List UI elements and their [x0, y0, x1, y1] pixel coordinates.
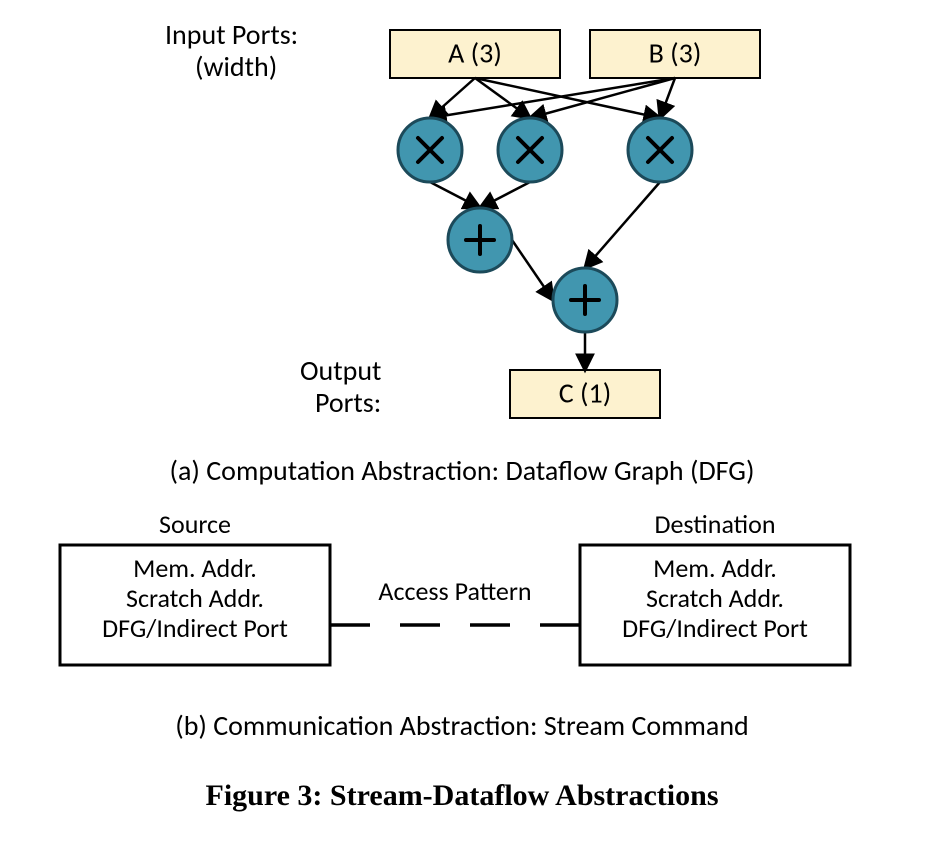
port-b: B (3) — [590, 30, 760, 78]
dfg-edge — [430, 182, 480, 208]
dfg-edge — [512, 240, 553, 300]
dest-line-2: Scratch Addr. — [646, 582, 784, 614]
port-a: A (3) — [390, 30, 560, 78]
source-line-2: Scratch Addr. — [126, 582, 264, 614]
dfg-edge — [480, 182, 530, 208]
mul-node-3 — [628, 118, 692, 182]
input-ports-label-1: Input Ports: — [165, 17, 298, 52]
port-b-label: B (3) — [649, 36, 702, 71]
dfg-diagram: Input Ports: (width) Output Ports: A (3)… — [0, 0, 925, 505]
mul-node-2 — [498, 118, 562, 182]
input-ports-label-2: (width) — [195, 49, 277, 84]
dest-title: Destination — [654, 508, 775, 540]
source-line-3: DFG/Indirect Port — [102, 612, 288, 644]
dfg-edge — [585, 182, 660, 268]
port-c-label: C (1) — [559, 376, 611, 411]
dfg-caption: (a) Computation Abstraction: Dataflow Gr… — [170, 453, 755, 488]
access-pattern-label: Access Pattern — [378, 575, 531, 607]
dfg-edge — [660, 78, 675, 118]
dest-line-3: DFG/Indirect Port — [622, 612, 808, 644]
source-line-1: Mem. Addr. — [133, 552, 257, 584]
comm-diagram: Source Mem. Addr. Scratch Addr. DFG/Indi… — [0, 505, 925, 850]
comm-caption: (b) Communication Abstraction: Stream Co… — [175, 708, 749, 743]
port-a-label: A (3) — [448, 36, 502, 71]
figure-caption: Figure 3: Stream-Dataflow Abstractions — [206, 779, 719, 812]
add-node-2 — [553, 268, 617, 332]
add-node-1 — [448, 208, 512, 272]
port-c: C (1) — [510, 370, 660, 418]
output-ports-label-1: Output — [300, 353, 381, 388]
output-ports-label-2: Ports: — [315, 385, 381, 420]
mul-node-1 — [398, 118, 462, 182]
source-title: Source — [159, 508, 231, 540]
dest-line-1: Mem. Addr. — [653, 552, 777, 584]
